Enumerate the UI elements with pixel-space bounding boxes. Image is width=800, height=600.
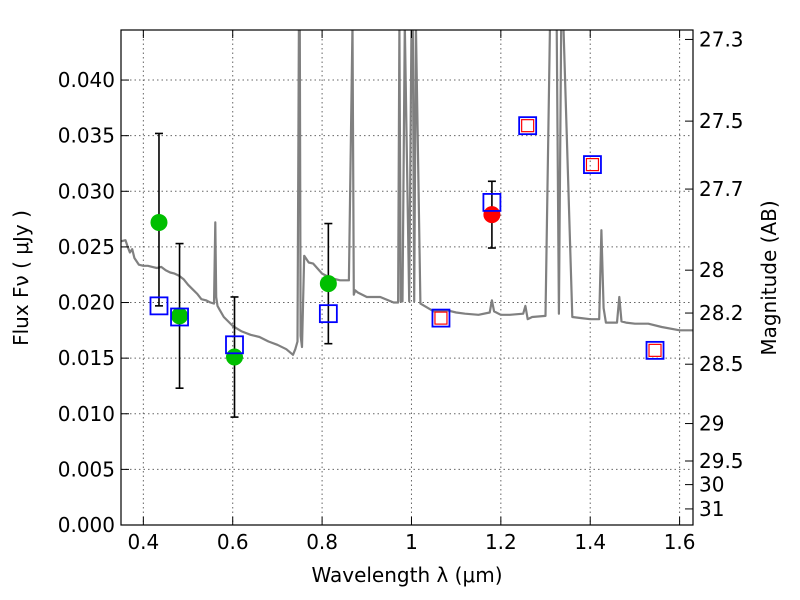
right-tick-label: 27.3 [699,27,744,51]
right-tick-label: 31 [699,497,724,521]
right-tick-label: 27.7 [699,177,744,201]
right-tick-label: 29.5 [699,449,744,473]
right-tick-label: 28 [699,258,724,282]
blue-square [431,308,451,328]
plot-area [121,30,693,418]
blue-square [318,304,338,324]
y-tick-label: 0.035 [58,124,115,148]
red-square [521,119,535,133]
blue-square [482,193,502,212]
blue-square [583,155,602,174]
right-tick-label: 30 [699,473,724,497]
blue-square [645,340,665,360]
x-axis: 0.4 0.6 0.8 1 1.2 1.4 1.6 [127,30,696,554]
y-tick-label: 0.020 [58,291,115,315]
x-tick-label: 0.6 [217,530,249,554]
red-square [648,343,662,357]
right-tick-label: 28.2 [699,301,744,325]
y-tick-label: 0.030 [58,179,115,203]
x-tick-label: 1.2 [485,530,517,554]
x-tick-label: 1 [405,530,418,554]
x-tick-label: 1.6 [664,530,696,554]
plot-frame [120,29,694,526]
y-tick-label: 0.000 [58,513,115,537]
right-tick-label: 27.5 [699,109,744,133]
red-point [483,206,501,224]
y-tick-label: 0.025 [58,235,115,259]
red-square [434,311,448,325]
green-point [150,213,168,231]
x-tick-label: 0.4 [127,530,159,554]
x-tick-label: 0.8 [306,530,338,554]
spectrum-line [121,30,693,356]
blue-square [225,335,244,355]
right-tick-label: 28.5 [699,352,744,376]
y-tick-label: 0.040 [58,68,115,92]
green-point [319,275,337,293]
blue-square [518,116,538,136]
y-axis-label: Flux Fν ( μJy ) [9,210,33,346]
y-tick-label: 0.015 [58,346,115,370]
x-tick-label: 1.4 [574,530,606,554]
green-point [226,348,244,366]
blue-square [149,296,169,316]
x-axis-label: Wavelength λ (μm) [311,563,502,587]
green-point [171,307,189,325]
y-tick-label: 0.010 [58,402,115,426]
red-square [585,157,600,172]
right-tick-label: 29 [699,412,724,436]
y-axis-right-label: Magnitude (AB) [757,200,781,355]
blue-square [170,307,189,327]
y-tick-label: 0.005 [58,457,115,481]
y-axis-left: 0.000 0.005 0.010 0.015 0.020 0.025 0.030 0.035… [58,68,129,537]
